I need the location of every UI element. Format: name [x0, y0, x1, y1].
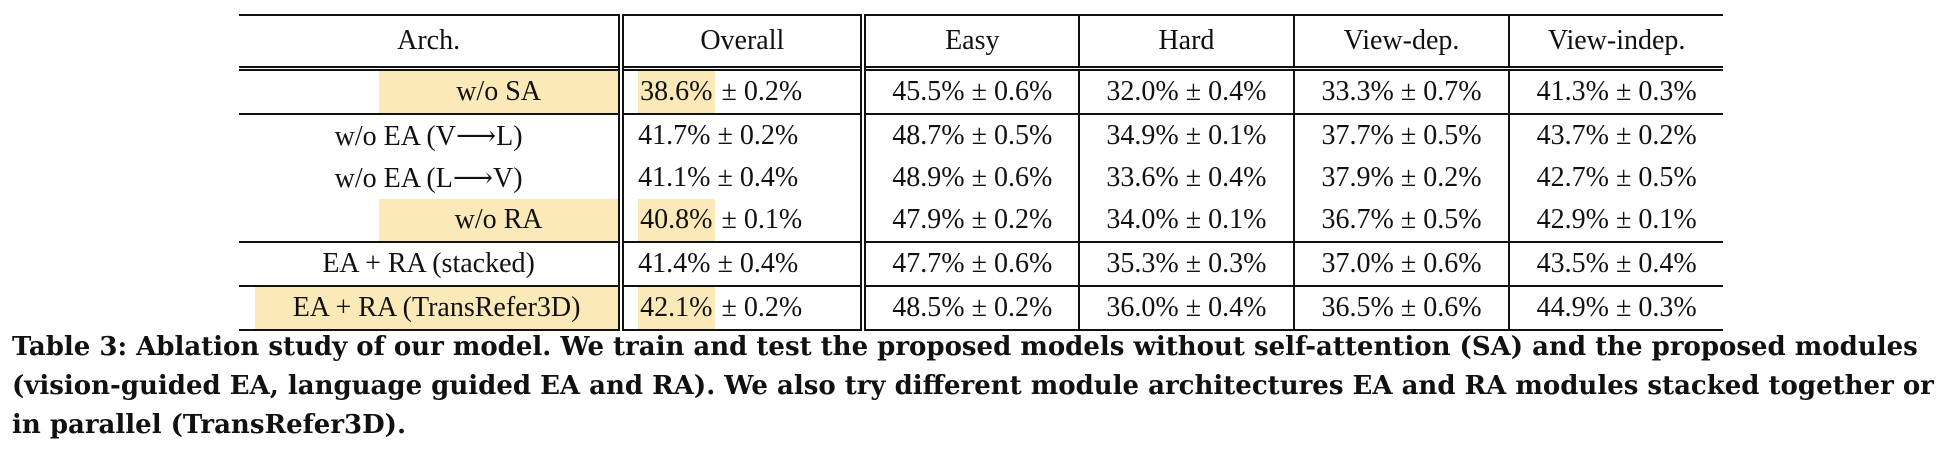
table-caption: Table 3: Ablation study of our model. We… — [12, 332, 1934, 440]
hard-cell: 35.3% ± 0.3% — [1079, 242, 1295, 287]
hard-cell: 34.9% ± 0.1% — [1079, 114, 1295, 157]
overall-std: ± 0.2% — [714, 76, 803, 107]
overall-value: 41.7% — [638, 120, 711, 151]
arch-highlight: w/o RA — [379, 199, 619, 241]
view-indep-cell: 43.7% ± 0.2% — [1536, 120, 1697, 151]
table-row: w/o SA 38.6% ± 0.2% 45.5% ± 0.6% 32.0% ±… — [239, 68, 1723, 115]
overall-std: ± 0.4% — [710, 248, 799, 279]
hard-cell: 34.0% ± 0.1% — [1079, 199, 1295, 243]
easy-cell: 48.7% ± 0.5% — [863, 114, 1081, 157]
header-easy: Easy — [863, 15, 1081, 71]
overall-value-highlight: 40.8% — [638, 199, 715, 241]
arch-cell: w/o EA (L⟶V) — [239, 157, 625, 199]
overall-std: ± 0.2% — [710, 120, 799, 151]
hard-cell: 36.0% ± 0.4% — [1079, 286, 1295, 330]
table-row: EA + RA (stacked) 41.4% ± 0.4% 47.7% ± 0… — [239, 242, 1723, 287]
header-overall: Overall — [621, 15, 867, 71]
hard-cell: 32.0% ± 0.4% — [1079, 68, 1295, 115]
hard-cell: 33.6% ± 0.4% — [1079, 157, 1295, 199]
easy-cell: 48.5% ± 0.2% — [863, 286, 1081, 330]
overall-cell: 38.6% ± 0.2% — [621, 68, 867, 115]
table-header-row: Arch. Overall Easy Hard View-dep. View-i… — [239, 15, 1723, 71]
header-arch: Arch. — [239, 15, 625, 71]
ablation-table-container: Arch. Overall Easy Hard View-dep. View-i… — [239, 14, 1723, 331]
view-indep-cell: 42.7% ± 0.5% — [1536, 162, 1697, 193]
arch-cell: w/o RA — [239, 199, 625, 243]
overall-value: 41.4% — [638, 248, 711, 279]
view-dep-cell: 36.7% ± 0.5% — [1293, 199, 1511, 243]
view-dep-cell: 37.9% ± 0.2% — [1293, 157, 1511, 199]
overall-value-highlight: 38.6% — [638, 71, 715, 113]
overall-cell: 41.4% ± 0.4% — [621, 242, 867, 287]
header-hard: Hard — [1079, 15, 1295, 71]
easy-cell: 48.9% ± 0.6% — [863, 157, 1081, 199]
arch-cell: w/o EA (V⟶L) — [239, 114, 625, 157]
easy-cell: 47.7% ± 0.6% — [863, 242, 1081, 287]
arch-cell: w/o SA — [239, 68, 625, 115]
table-row: w/o RA 40.8% ± 0.1% 47.9% ± 0.2% 34.0% ±… — [239, 199, 1723, 243]
overall-value: 41.1% — [638, 162, 711, 193]
view-dep-cell: 37.0% ± 0.6% — [1293, 242, 1511, 287]
view-dep-cell: 33.3% ± 0.7% — [1293, 68, 1511, 115]
arch-highlight: EA + RA (TransRefer3D) — [255, 287, 619, 329]
view-dep-cell: 36.5% ± 0.6% — [1293, 286, 1511, 330]
overall-cell: 42.1% ± 0.2% — [621, 286, 867, 330]
easy-cell: 45.5% ± 0.6% — [863, 68, 1081, 115]
overall-std: ± 0.1% — [714, 204, 803, 235]
ablation-table: Arch. Overall Easy Hard View-dep. View-i… — [239, 14, 1723, 331]
overall-std: ± 0.2% — [714, 292, 803, 323]
arch-cell: EA + RA (TransRefer3D) — [239, 286, 625, 330]
overall-cell: 40.8% ± 0.1% — [621, 199, 867, 243]
view-indep-cell: 42.9% ± 0.1% — [1509, 199, 1723, 243]
view-indep-cell: 44.9% ± 0.3% — [1536, 292, 1697, 323]
arch-highlight: w/o SA — [379, 71, 619, 113]
view-indep-cell: 41.3% ± 0.3% — [1509, 68, 1723, 115]
view-dep-cell: 37.7% ± 0.5% — [1293, 114, 1511, 157]
arch-cell: EA + RA (stacked) — [239, 242, 625, 287]
table-row: w/o EA (V⟶L) 41.7% ± 0.2% 48.7% ± 0.5% 3… — [239, 114, 1723, 157]
view-indep-cell: 43.5% ± 0.4% — [1509, 242, 1723, 287]
easy-cell: 47.9% ± 0.2% — [863, 199, 1081, 243]
overall-std: ± 0.4% — [710, 162, 799, 193]
table-row: w/o EA (L⟶V) 41.1% ± 0.4% 48.9% ± 0.6% 3… — [239, 157, 1723, 199]
overall-value-highlight: 42.1% — [638, 287, 715, 329]
overall-cell: 41.7% ± 0.2% — [621, 114, 867, 157]
table-row: EA + RA (TransRefer3D) 42.1% ± 0.2% 48.5… — [239, 286, 1723, 330]
header-view-indep: View-indep. — [1509, 15, 1723, 71]
header-view-dep: View-dep. — [1293, 15, 1511, 71]
overall-cell: 41.1% ± 0.4% — [621, 157, 867, 199]
